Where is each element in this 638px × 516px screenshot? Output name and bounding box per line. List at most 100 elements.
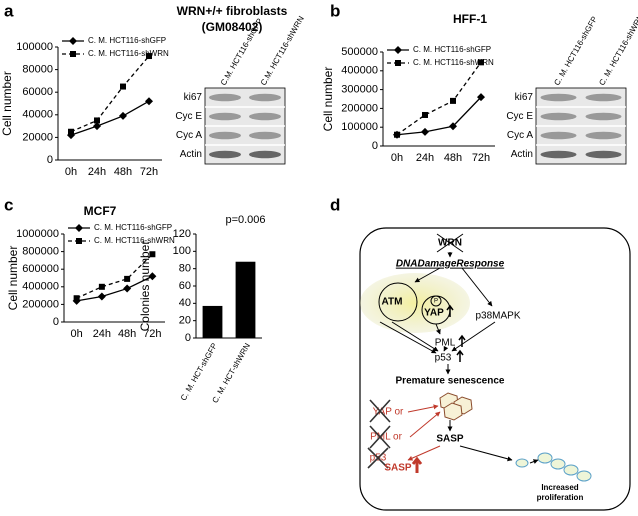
- cross: [436, 233, 464, 253]
- y-tick-label: 60: [179, 280, 191, 292]
- pml-node: PML: [435, 338, 456, 349]
- legend-marker: [394, 46, 402, 54]
- y-tick-label: 400000: [341, 65, 378, 77]
- blot-band: [249, 150, 281, 159]
- blot-row-label: Cyc E: [506, 111, 533, 122]
- series-line: [76, 275, 153, 302]
- panel-label: c: [4, 195, 13, 214]
- marker: [93, 122, 101, 131]
- marker: [449, 122, 457, 131]
- legend-label: C. M. HCT116-shGFP: [94, 223, 172, 232]
- legend-marker: [70, 51, 76, 57]
- marker: [97, 292, 106, 301]
- blot-row-label: ki67: [184, 92, 203, 103]
- chart-subtitle: (GM08402): [202, 20, 263, 34]
- marker: [119, 111, 127, 120]
- blot-band: [585, 131, 622, 140]
- bar: [202, 305, 223, 338]
- marker: [124, 275, 131, 282]
- legend-marker: [395, 60, 401, 66]
- y-tick-label: 80000: [22, 64, 53, 76]
- blot-band: [209, 93, 241, 102]
- marker: [421, 127, 429, 136]
- blot-row-label: Cyc A: [176, 130, 202, 141]
- red-arrows: [407, 404, 441, 461]
- legend-marker: [69, 37, 77, 45]
- marker: [123, 284, 132, 293]
- chart-title: WRN+/+ fibroblasts: [177, 4, 288, 18]
- marker: [145, 97, 153, 106]
- marker: [478, 59, 484, 66]
- annotation: p=0.006: [225, 214, 265, 226]
- chart-title: HFF-1: [453, 12, 487, 26]
- x-tick-label: 48h: [118, 328, 136, 340]
- legend-label: C. M. HCT116-shWRN: [88, 49, 169, 58]
- y-tick-label: 500000: [341, 46, 378, 58]
- senescent-cells: [439, 392, 473, 421]
- y-tick-label: 40: [179, 297, 191, 309]
- blot-band: [540, 112, 577, 121]
- proliferation-node: Increased: [541, 483, 578, 492]
- marker: [477, 93, 485, 102]
- blot-column-label: C. M. HCT116-shWRN: [597, 12, 638, 87]
- sasp-node: SASP: [436, 434, 464, 445]
- p53-node: p53: [435, 353, 452, 364]
- y-tick-label: 600000: [22, 263, 59, 275]
- blot-band: [249, 112, 281, 121]
- marker: [68, 128, 74, 135]
- blot-row-label: Actin: [511, 149, 533, 160]
- blot-band: [209, 131, 241, 140]
- x-tick-label: C. M. HCT-shWRN: [210, 341, 252, 404]
- y-tick-label: 100000: [16, 41, 53, 53]
- blot-band: [540, 150, 577, 159]
- y-tick-label: 400000: [22, 281, 59, 293]
- diagram: WRN DNADamageResponse ATM YAP P p38MAPK …: [359, 227, 631, 511]
- blot-band: [540, 93, 577, 102]
- proliferation-node: proliferation: [537, 493, 584, 502]
- y-tick-label: 20000: [22, 131, 53, 143]
- marker: [146, 53, 152, 60]
- legend-marker: [75, 224, 83, 232]
- inhibitor: YAP or: [373, 407, 404, 418]
- blot-column-label: C. M. HCT116-shGFP: [552, 15, 599, 87]
- blot-band: [540, 131, 577, 140]
- y-tick-label: 20: [179, 315, 191, 327]
- marker: [422, 111, 428, 118]
- y-tick-label: 1000000: [16, 228, 59, 240]
- blot-row-label: Actin: [180, 149, 202, 160]
- y-tick-label: 0: [185, 332, 191, 344]
- x-tick-label: 72h: [472, 152, 490, 164]
- y-tick-label: 800000: [22, 246, 59, 258]
- legend-label: C. M. HCT116-shWRN: [413, 58, 494, 67]
- x-tick-label: 0h: [71, 328, 83, 340]
- y-axis-label: Cell number: [0, 71, 14, 136]
- blot-column-label: C.M. HCT116-shWRN: [259, 14, 306, 87]
- blot-band: [585, 112, 622, 121]
- up-arrow: [411, 456, 423, 473]
- p38-node: p38MAPK: [475, 311, 520, 322]
- marker: [450, 97, 456, 104]
- x-tick-label: 48h: [114, 166, 132, 178]
- blot-band: [209, 150, 241, 159]
- y-tick-label: 0: [372, 140, 378, 152]
- x-tick-label: 24h: [88, 166, 106, 178]
- series-line: [396, 61, 482, 136]
- marker: [94, 117, 100, 124]
- panel-label: b: [330, 1, 340, 20]
- arrow: [529, 459, 539, 464]
- x-tick-label: 72h: [143, 328, 161, 340]
- y-axis-label: Cell number: [6, 246, 20, 311]
- y-tick-label: 60000: [22, 86, 53, 98]
- series-line: [396, 96, 482, 136]
- blot-band: [249, 131, 281, 140]
- blot-band: [249, 93, 281, 102]
- x-tick-label: 24h: [416, 152, 434, 164]
- series-line: [70, 55, 150, 133]
- legend-marker: [76, 238, 82, 244]
- y-axis-label: Colonies number: [138, 241, 152, 332]
- arrows: [379, 267, 513, 462]
- bar: [235, 261, 256, 338]
- atm-circle: [378, 282, 418, 322]
- p-circle: [430, 295, 442, 307]
